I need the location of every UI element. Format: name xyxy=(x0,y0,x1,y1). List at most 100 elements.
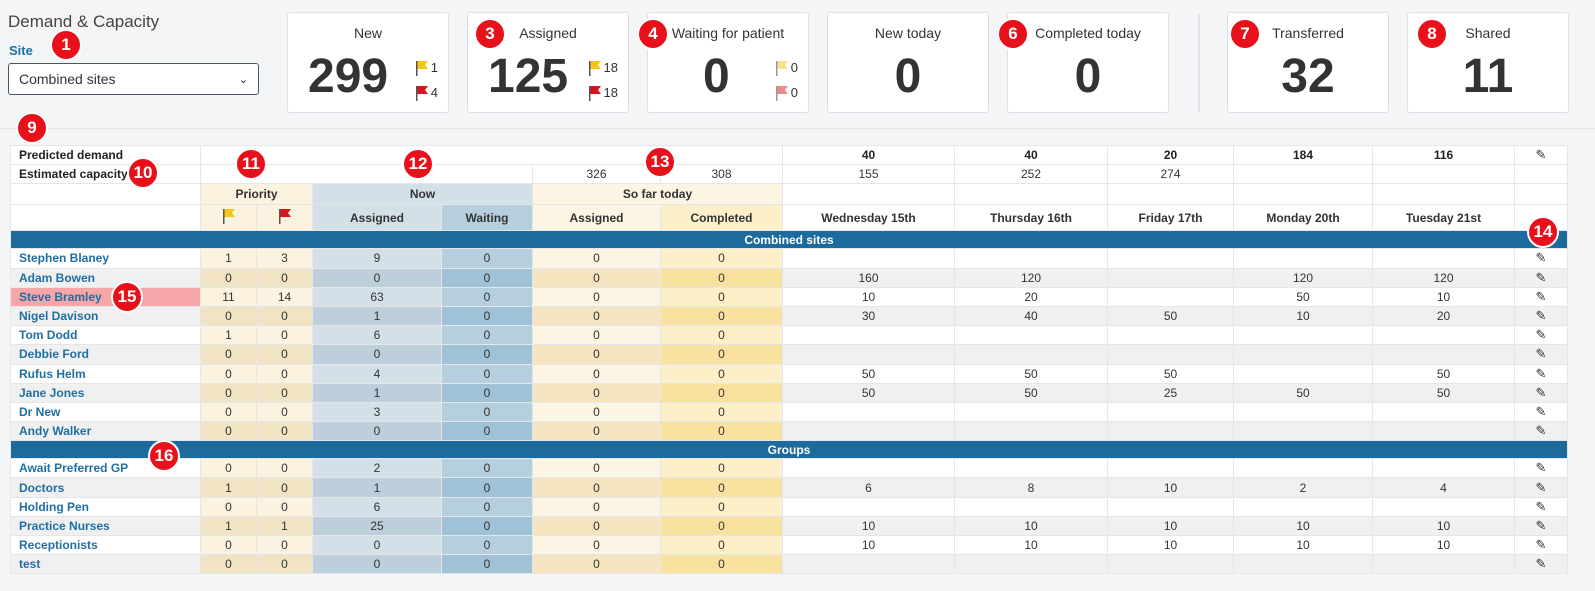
person-name-link[interactable]: Holding Pen xyxy=(10,496,201,517)
person-name-link[interactable]: Receptionists xyxy=(10,534,201,556)
marker: 3 xyxy=(474,18,506,50)
pencil-icon[interactable]: ✎ xyxy=(1535,479,1547,495)
pencil-icon[interactable]: ✎ xyxy=(1535,269,1547,285)
yellow-flag-icon xyxy=(200,204,257,232)
edit-row[interactable]: ✎ xyxy=(1514,248,1568,269)
edit-row[interactable]: ✎ xyxy=(1514,554,1568,575)
edit-row[interactable]: ✎ xyxy=(1514,496,1568,517)
edit-row[interactable]: ✎ xyxy=(1514,458,1568,479)
pencil-icon[interactable]: ✎ xyxy=(1535,384,1547,400)
edit-row[interactable]: ✎ xyxy=(1514,305,1568,327)
pencil-icon[interactable]: ✎ xyxy=(1535,556,1547,572)
card-assigned[interactable]: Assigned 125 18 18 xyxy=(467,12,629,113)
estimated-capacity-label: Estimated capacity xyxy=(10,164,201,185)
table-cell xyxy=(782,554,955,575)
table-cell xyxy=(10,183,201,206)
table-cell: 160 xyxy=(782,267,955,288)
card-completed-today[interactable]: Completed today 0 xyxy=(1007,12,1169,113)
person-name-link[interactable]: Adam Bowen xyxy=(10,267,201,288)
pencil-icon[interactable]: ✎ xyxy=(1535,423,1547,439)
person-name-link[interactable]: Rufus Helm xyxy=(10,363,201,384)
table-cell: 10 xyxy=(1372,286,1515,307)
site-select-value: Combined sites xyxy=(19,71,116,87)
edit-row[interactable]: ✎ xyxy=(1514,363,1568,384)
person-name-link[interactable]: Dr New xyxy=(10,401,201,423)
card-yellow-count: 0 xyxy=(790,60,798,75)
edit-row[interactable]: ✎ xyxy=(1514,534,1568,556)
table-cell: 0 xyxy=(532,344,661,365)
table-cell xyxy=(1233,248,1373,269)
table-cell xyxy=(200,164,533,185)
card-title: Shared xyxy=(1465,25,1511,41)
person-name-link[interactable]: Andy Walker xyxy=(10,421,201,442)
predicted-demand-label: Predicted demand xyxy=(10,144,201,166)
person-name-link[interactable]: Steve Bramley xyxy=(10,286,201,307)
edit-row[interactable]: ✎ xyxy=(1514,267,1568,288)
table-cell: 40 xyxy=(954,305,1108,327)
person-name-link[interactable]: Debbie Ford xyxy=(10,344,201,365)
card-waiting[interactable]: Waiting for patient 0 0 0 xyxy=(647,12,809,113)
pencil-icon[interactable]: ✎ xyxy=(1535,288,1547,304)
card-new-today[interactable]: New today 0 xyxy=(827,12,989,113)
pencil-icon[interactable]: ✎ xyxy=(1535,403,1547,419)
table-cell xyxy=(954,458,1108,479)
person-name-link[interactable]: Practice Nurses xyxy=(10,515,201,537)
table-cell: 0 xyxy=(532,534,661,556)
pencil-icon[interactable]: ✎ xyxy=(1535,346,1547,362)
person-name-link[interactable]: Tom Dodd xyxy=(10,325,201,346)
edit-row[interactable]: ✎ xyxy=(1514,401,1568,423)
edit-row[interactable]: ✎ xyxy=(1514,515,1568,537)
table-row: Nigel Davison 0 0 1 0 0 0 30 40 50 10 20 ✎ xyxy=(10,305,1568,327)
edit-predicted[interactable]: ✎ xyxy=(1514,144,1568,166)
table-cell: 50 xyxy=(1107,305,1234,327)
pencil-icon[interactable]: ✎ xyxy=(1535,308,1547,324)
pencil-icon[interactable]: ✎ xyxy=(1535,327,1547,343)
site-select[interactable]: Combined sites ⌄ xyxy=(8,63,259,95)
pencil-icon[interactable]: ✎ xyxy=(1535,147,1547,163)
edit-row[interactable]: ✎ xyxy=(1514,477,1568,498)
table-cell: 0 xyxy=(200,363,257,384)
pencil-icon[interactable]: ✎ xyxy=(1535,250,1547,266)
table-cell xyxy=(1107,344,1234,365)
table-cell: 0 xyxy=(200,421,257,442)
person-name-link[interactable]: test xyxy=(10,554,201,575)
edit-row[interactable]: ✎ xyxy=(1514,286,1568,307)
pencil-icon[interactable]: ✎ xyxy=(1535,517,1547,533)
person-name-link[interactable]: Nigel Davison xyxy=(10,305,201,327)
col-assigned: Assigned xyxy=(312,204,442,232)
table-cell xyxy=(1107,248,1234,269)
pencil-icon[interactable]: ✎ xyxy=(1535,537,1547,553)
edit-row[interactable]: ✎ xyxy=(1514,325,1568,346)
marker: 7 xyxy=(1229,18,1261,50)
capacity-value: 155 xyxy=(782,164,955,185)
table-cell: 2 xyxy=(312,458,442,479)
pencil-icon[interactable]: ✎ xyxy=(1535,365,1547,381)
table-cell: 0 xyxy=(441,363,533,384)
person-name-link[interactable]: Doctors xyxy=(10,477,201,498)
person-name-link[interactable]: Jane Jones xyxy=(10,382,201,403)
edit-row[interactable]: ✎ xyxy=(1514,421,1568,442)
table-cell xyxy=(1372,325,1515,346)
table-cell: 0 xyxy=(660,421,783,442)
table-cell xyxy=(1233,344,1373,365)
table-cell: 0 xyxy=(532,248,661,269)
table-cell: 0 xyxy=(441,382,533,403)
table-cell: 0 xyxy=(660,534,783,556)
table-cell: 0 xyxy=(660,401,783,423)
table-cell xyxy=(1107,267,1234,288)
pencil-icon[interactable]: ✎ xyxy=(1535,460,1547,476)
card-new[interactable]: New 299 1 4 xyxy=(287,12,449,113)
edit-row[interactable]: ✎ xyxy=(1514,344,1568,365)
card-title: New xyxy=(353,25,382,41)
table-cell xyxy=(954,496,1108,517)
pencil-icon[interactable]: ✎ xyxy=(1535,498,1547,514)
table-cell: 1 xyxy=(200,248,257,269)
table-cell: 0 xyxy=(441,305,533,327)
col-day: Thursday 16th xyxy=(954,204,1108,232)
table-cell: 0 xyxy=(532,267,661,288)
marker: 10 xyxy=(127,157,159,189)
edit-row[interactable]: ✎ xyxy=(1514,382,1568,403)
table-row: Rufus Helm 0 0 4 0 0 0 50 50 50 50 ✎ xyxy=(10,363,1568,384)
person-name-link[interactable]: Stephen Blaney xyxy=(10,248,201,269)
table-cell xyxy=(1233,401,1373,423)
